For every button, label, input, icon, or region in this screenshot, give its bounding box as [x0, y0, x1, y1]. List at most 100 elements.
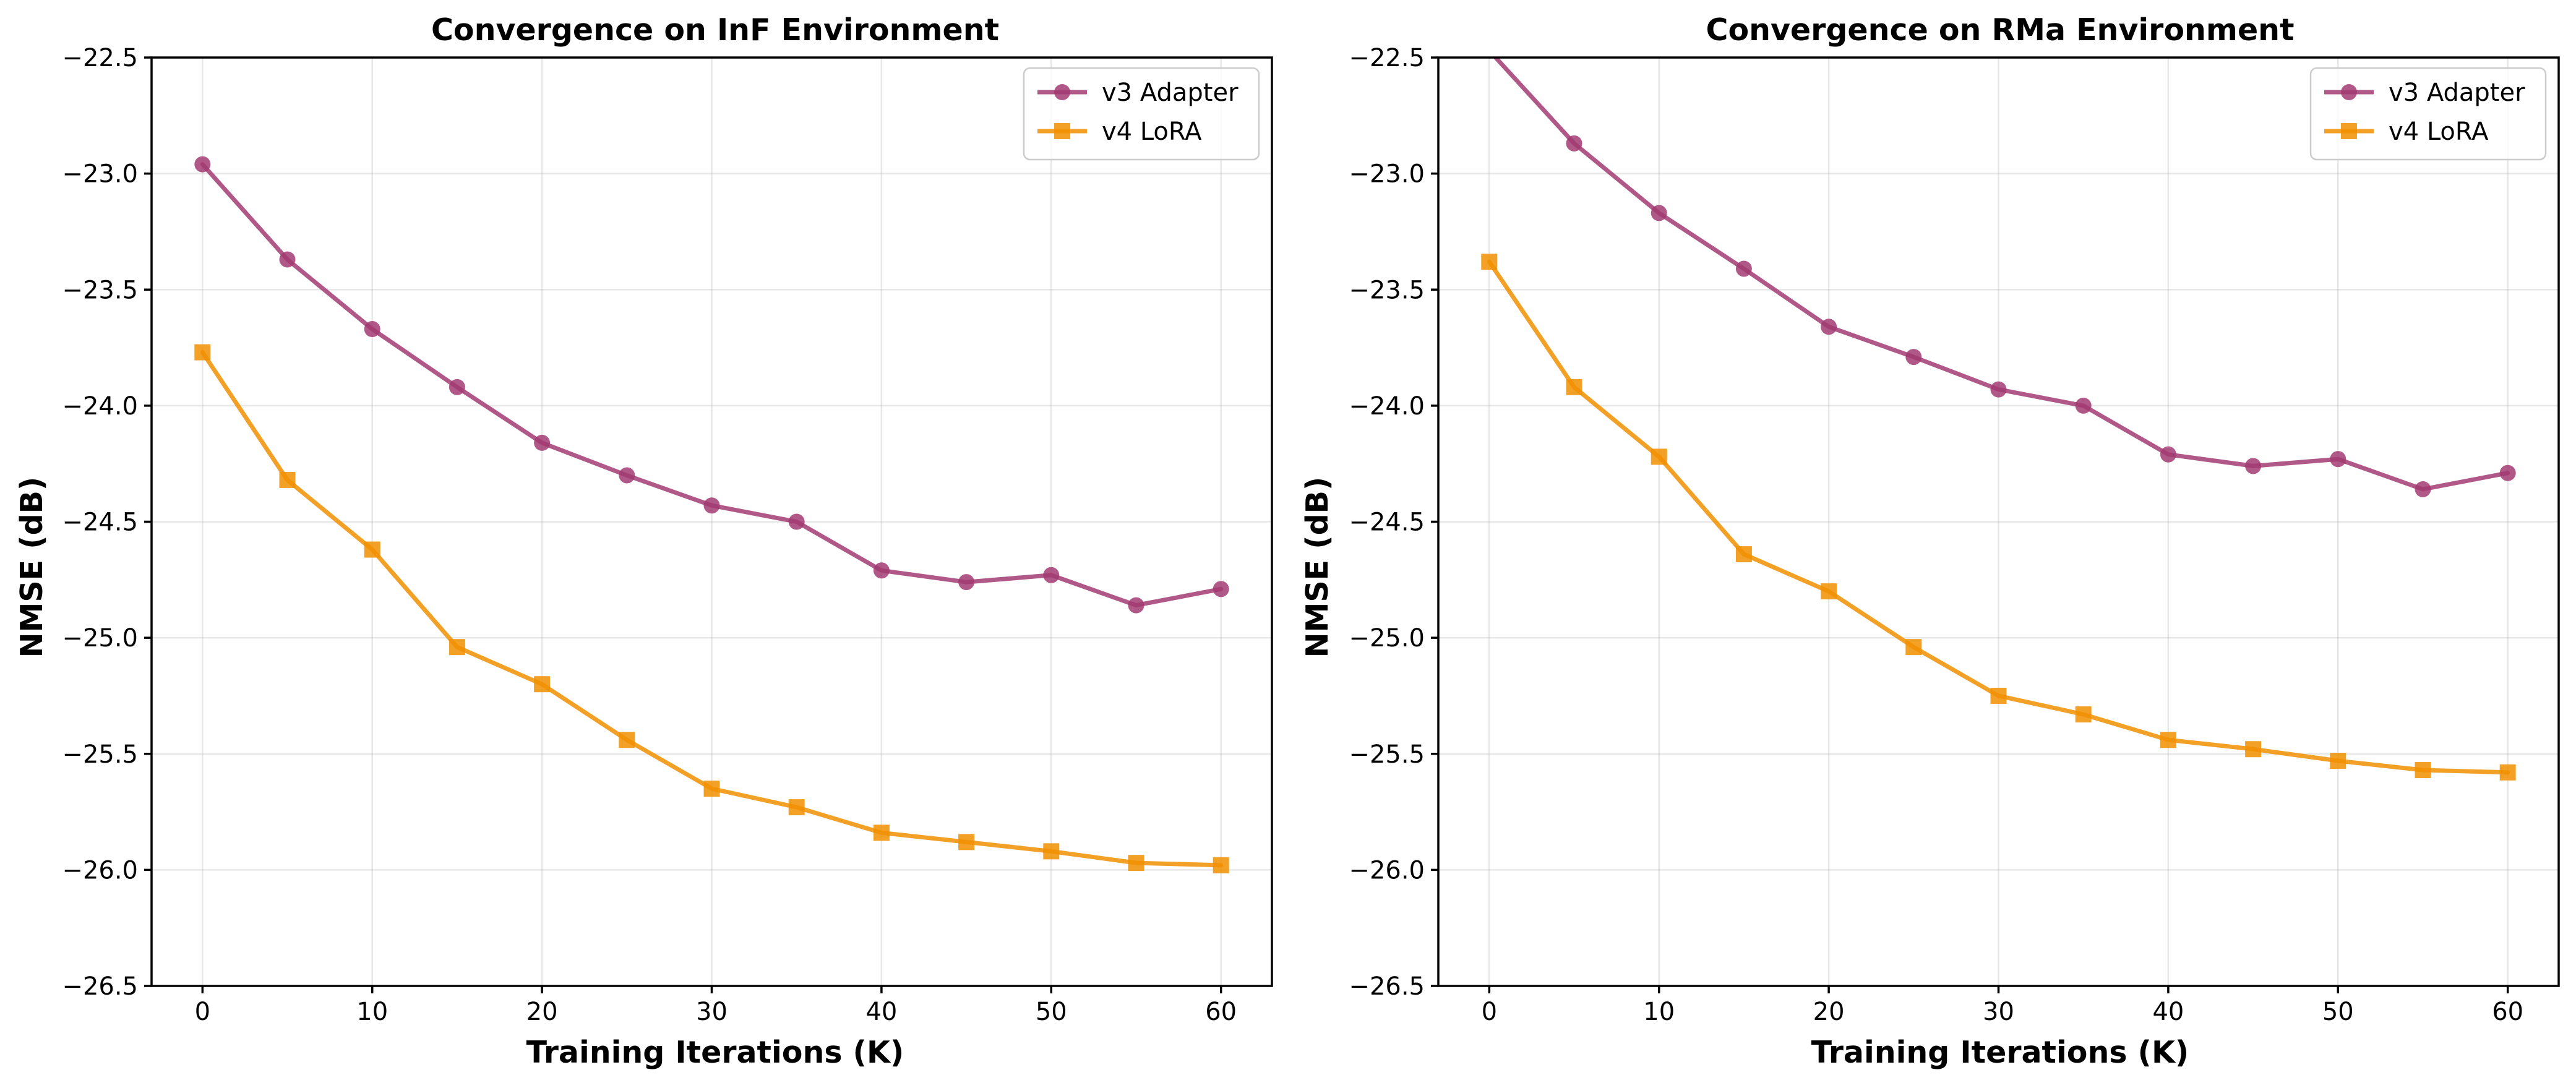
series-layer [1481, 58, 2516, 781]
legend-marker-v3-adapter [1054, 84, 1070, 100]
data-point-v3-adapter [1043, 567, 1060, 583]
y-tick-label: −25.0 [62, 624, 138, 653]
y-tick-label: −24.5 [62, 508, 138, 537]
legend-label-v3-adapter: v3 Adapter [1102, 79, 1239, 107]
ticks: 0 10 20 30 40 50 60 −26.5 −26.0 −25.5 −25.0 −24.5 −2… [62, 44, 1237, 1026]
x-axis-label: Training Iterations (K) [526, 1035, 904, 1070]
data-point-v4-lora [2075, 706, 2092, 722]
data-point-v4-lora [788, 799, 805, 816]
x-tick-label: 20 [1813, 998, 1845, 1026]
data-point-v4-lora [1566, 379, 1582, 395]
data-point-v3-adapter [279, 251, 296, 268]
x-tick-label: 40 [2152, 998, 2184, 1026]
legend-label-v3-adapter: v3 Adapter [2389, 79, 2525, 107]
data-point-v4-lora [449, 639, 465, 656]
data-point-v4-lora [194, 344, 211, 361]
x-tick-label: 10 [1643, 998, 1675, 1026]
data-point-v3-adapter [1905, 349, 1922, 366]
y-tick-label: −25.5 [62, 740, 138, 769]
data-point-v4-lora [2415, 762, 2431, 779]
legend-marker-v4-lora [1054, 123, 1070, 139]
data-point-v3-adapter [2245, 458, 2262, 474]
chart-inf: Convergence on InF Environment Training … [14, 12, 1273, 1070]
x-axis-label: Training Iterations (K) [1811, 1035, 2189, 1070]
x-tick-label: 30 [1983, 998, 2014, 1026]
data-point-v3-adapter [1821, 319, 1837, 335]
data-point-v4-lora [1128, 855, 1144, 872]
y-tick-label: −25.5 [1349, 740, 1425, 769]
data-point-v4-lora [2330, 753, 2346, 769]
data-point-v3-adapter [1213, 581, 1229, 598]
data-point-v4-lora [1990, 687, 2007, 704]
data-point-v3-adapter [958, 574, 975, 591]
y-tick-label: −24.0 [62, 392, 138, 421]
y-tick-label: −23.0 [62, 160, 138, 189]
data-point-v3-adapter [1735, 260, 1752, 277]
data-point-v4-lora [2160, 732, 2176, 748]
data-point-v4-lora [873, 825, 890, 841]
x-tick-label: 50 [2322, 998, 2354, 1026]
data-point-v3-adapter [1651, 205, 1667, 221]
legend-marker-v3-adapter [2341, 84, 2357, 100]
chart-title: Convergence on RMa Environment [1706, 12, 2294, 48]
data-point-v4-lora [364, 541, 380, 558]
x-tick-label: 50 [1036, 998, 1067, 1026]
x-tick-label: 30 [696, 998, 728, 1026]
data-point-v3-adapter [2415, 481, 2431, 497]
data-point-v3-adapter [1566, 135, 1582, 152]
series-layer [194, 156, 1229, 873]
y-tick-label: −23.5 [62, 276, 138, 304]
series-v3-adapter [194, 156, 1229, 614]
data-point-v3-adapter [2160, 446, 2176, 463]
y-tick-label: −26.0 [1349, 856, 1425, 885]
data-point-v4-lora [1735, 546, 1752, 563]
y-tick-label: −24.5 [1349, 508, 1425, 537]
x-tick-label: 40 [865, 998, 897, 1026]
y-tick-label: −23.0 [1349, 160, 1425, 189]
data-point-v4-lora [1651, 448, 1667, 465]
data-point-v3-adapter [1128, 597, 1144, 614]
y-tick-label: −25.0 [1349, 624, 1425, 653]
chart-title: Convergence on InF Environment [431, 12, 999, 48]
data-point-v3-adapter [364, 321, 380, 338]
data-point-v3-adapter [194, 156, 211, 173]
x-tick-label: 10 [356, 998, 388, 1026]
series-v3-adapter [1485, 58, 2516, 497]
data-point-v3-adapter [873, 562, 890, 579]
y-tick-label: −23.5 [1349, 276, 1425, 304]
data-point-v3-adapter [1990, 381, 2007, 398]
data-point-v4-lora [2245, 741, 2262, 758]
x-tick-label: 60 [1205, 998, 1237, 1026]
data-point-v3-adapter [2330, 451, 2346, 468]
y-tick-label: −22.5 [1349, 44, 1425, 72]
y-tick-label: −24.0 [1349, 392, 1425, 421]
series-v4-lora [194, 344, 1229, 873]
y-tick-label: −26.0 [62, 856, 138, 885]
x-tick-label: 0 [1482, 998, 1497, 1026]
ticks: 0 10 20 30 40 50 60 −26.5 −26.0 −25.5 −25.0 −24.5 −2… [1349, 44, 2523, 1026]
x-tick-label: 60 [2492, 998, 2523, 1026]
data-point-v4-lora [1821, 583, 1837, 600]
y-tick-label: −26.5 [62, 972, 138, 1001]
chart-rma: Convergence on RMa Environment Training … [1300, 12, 2560, 1070]
data-point-v3-adapter [619, 467, 635, 484]
data-point-v3-adapter [449, 379, 465, 395]
data-point-v4-lora [2499, 764, 2516, 781]
y-tick-label: −22.5 [62, 44, 138, 72]
data-point-v3-adapter [2075, 397, 2092, 414]
data-point-v3-adapter [788, 513, 805, 530]
data-point-v4-lora [534, 676, 551, 693]
data-point-v4-lora [1905, 639, 1922, 656]
x-tick-label: 20 [526, 998, 558, 1026]
data-point-v4-lora [958, 834, 975, 850]
data-point-v4-lora [1043, 843, 1060, 860]
data-point-v4-lora [1213, 857, 1229, 873]
legend-label-v4-lora: v4 LoRA [1102, 118, 1202, 146]
legend-label-v4-lora: v4 LoRA [2389, 118, 2489, 146]
legend: v3 Adapter v4 LoRA [1023, 67, 1260, 161]
data-point-v3-adapter [703, 497, 720, 514]
legend-marker-v4-lora [2341, 123, 2357, 139]
data-point-v4-lora [1481, 254, 1498, 270]
